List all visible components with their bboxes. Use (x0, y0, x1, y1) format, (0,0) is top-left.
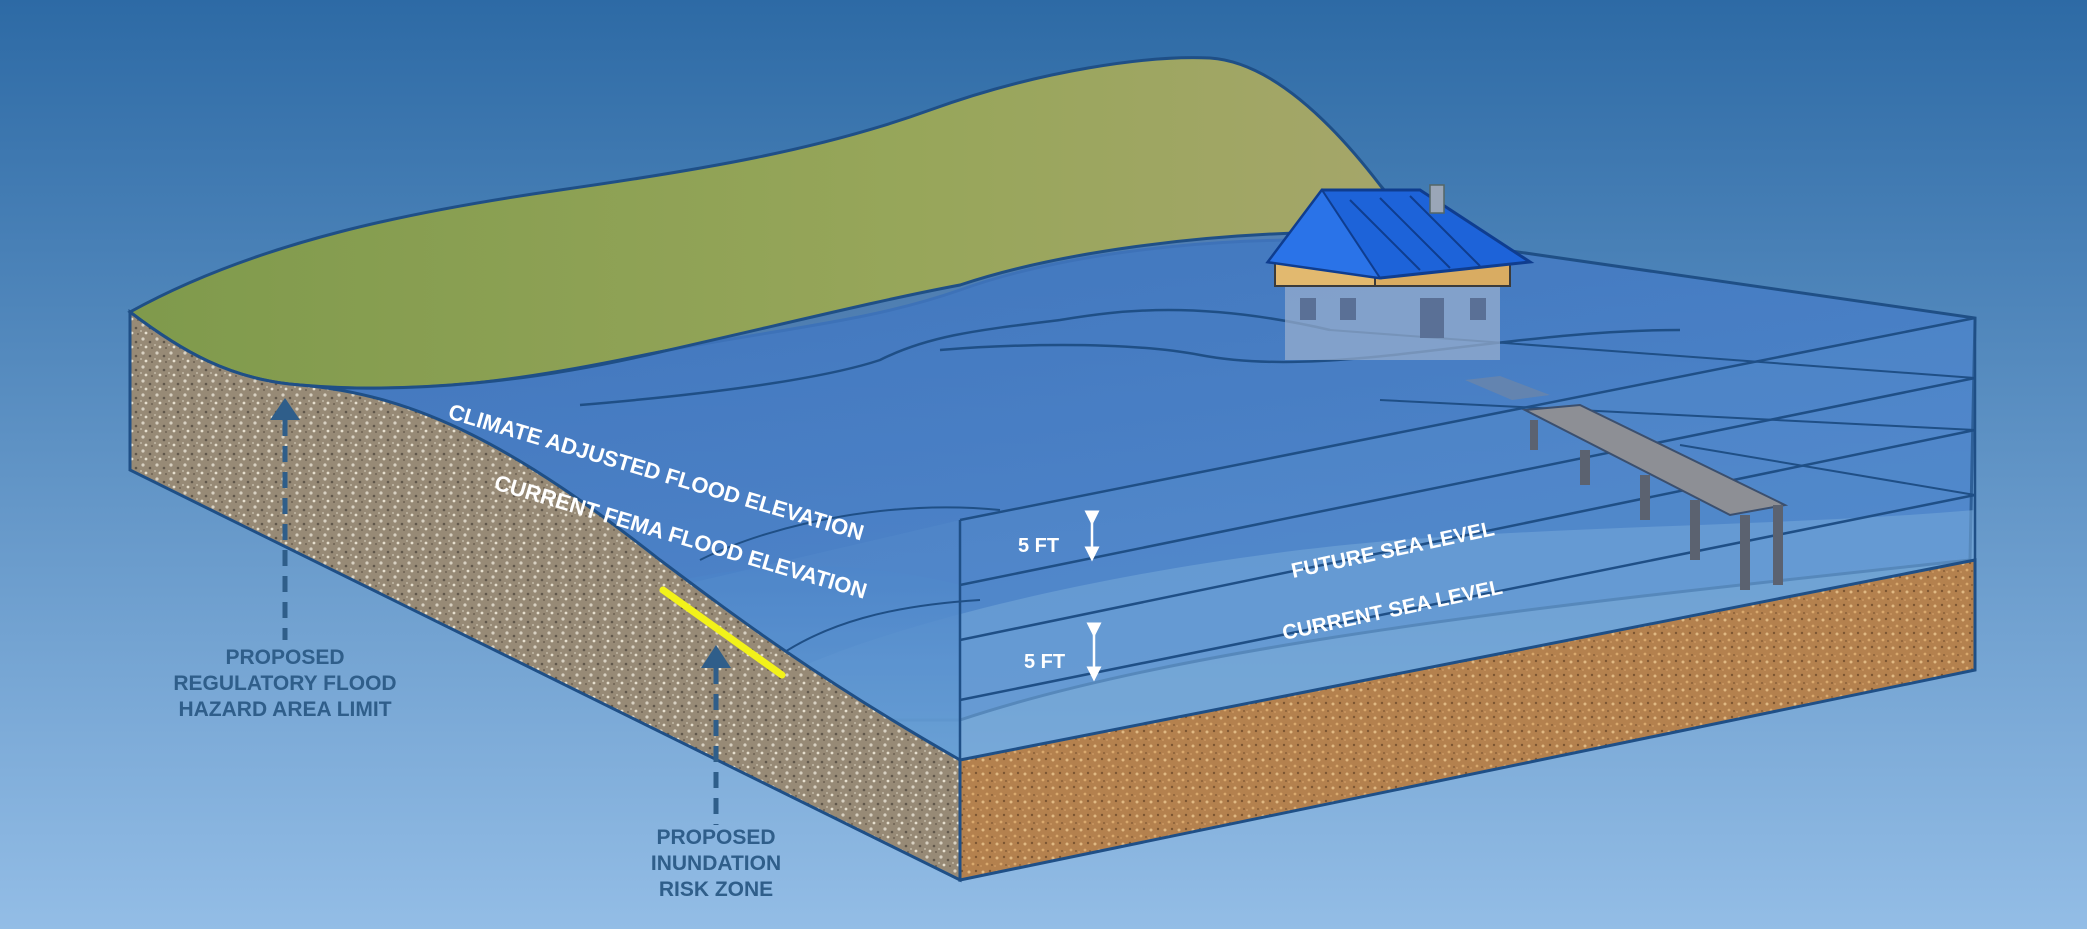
shoreline-wave-2 (939, 328, 1681, 364)
callout-regulatory-limit: PROPOSED REGULATORY FLOOD HAZARD AREA LI… (173, 646, 396, 721)
arrow-up-icon (701, 645, 731, 825)
house-icon (1265, 184, 1535, 360)
callout-regulatory-line-3: HAZARD AREA LIMIT (178, 698, 391, 721)
label-gap-lower: 5 FT (1024, 651, 1065, 673)
water-front-panel (660, 318, 1975, 760)
inundation-risk-line (659, 586, 786, 679)
label-gap-upper: 5 FT (1018, 535, 1059, 557)
plane-line-6 (1379, 399, 1976, 431)
callout-inundation-line-3: RISK ZONE (659, 878, 773, 901)
dock-icon (1465, 376, 1789, 590)
shoreline-wave-1 (579, 308, 1331, 407)
callout-regulatory-line-1: PROPOSED (225, 646, 344, 669)
plane-line-7 (1679, 444, 1976, 496)
callout-inundation-line-2: INUNDATION (651, 852, 781, 875)
plane-line-4 (959, 493, 1976, 702)
plane-line-1 (959, 316, 1976, 522)
arrow-up-icon (270, 398, 300, 640)
gravel-block (128, 308, 962, 883)
plane-line-3 (959, 428, 1976, 642)
callout-inundation-line-1: PROPOSED (656, 826, 775, 849)
callout-regulatory-line-2: REGULATORY FLOOD (173, 672, 396, 695)
callout-inundation-zone: PROPOSED INUNDATION RISK ZONE (651, 826, 781, 901)
water-lower-band (780, 510, 1975, 760)
plane-line-2 (959, 376, 1976, 587)
shoreline-wave-3 (699, 506, 1001, 561)
sand-block (958, 558, 1977, 882)
